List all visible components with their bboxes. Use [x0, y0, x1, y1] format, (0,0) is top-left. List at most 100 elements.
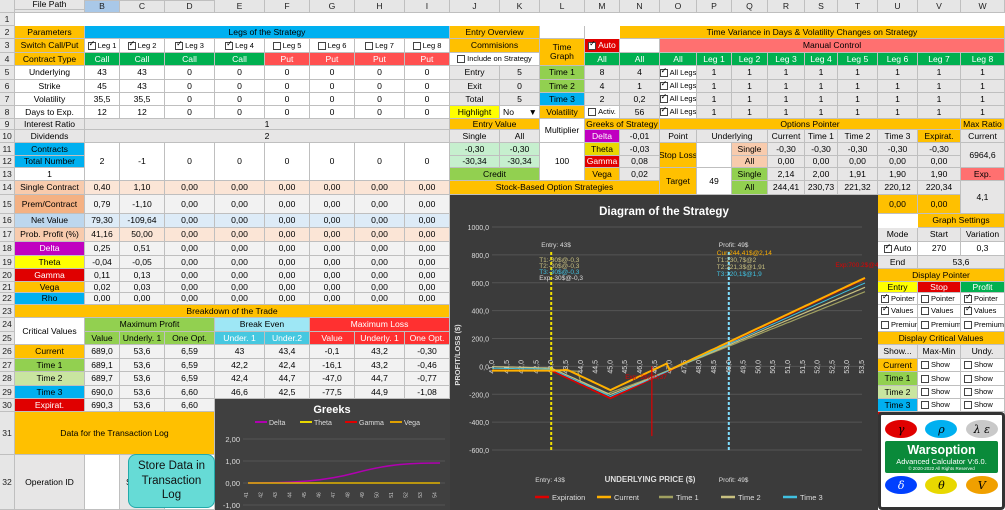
target-input[interactable]: 49 — [697, 168, 732, 195]
row-header[interactable]: 28 — [0, 372, 15, 386]
variance-value[interactable]: 1 — [838, 66, 878, 80]
checkbox[interactable] — [457, 55, 466, 63]
strike-input[interactable]: 0 — [265, 80, 310, 93]
volatility-input[interactable]: 0 — [310, 93, 355, 106]
volatility-activate[interactable]: Activ. — [585, 106, 620, 119]
contract-type[interactable]: Put — [310, 53, 355, 66]
variance-value[interactable]: 1 — [918, 66, 961, 80]
operation-id-input[interactable] — [85, 455, 120, 510]
checkbox[interactable] — [588, 40, 597, 50]
leg-toggle[interactable]: Leg 3 — [165, 39, 215, 53]
checkbox[interactable] — [964, 305, 972, 315]
all-legs-toggle[interactable]: All Legs — [660, 66, 697, 80]
variance-value[interactable]: 1 — [805, 106, 838, 119]
underlying-input[interactable]: 0 — [355, 66, 405, 80]
row-header[interactable]: 3 — [0, 39, 15, 53]
all-legs-toggle[interactable]: All Legs — [660, 106, 697, 119]
row-header[interactable]: 26 — [0, 345, 15, 359]
variance-value[interactable]: 1 — [878, 80, 918, 93]
underlying-input[interactable]: 43 — [85, 66, 120, 80]
variance-value[interactable]: 1 — [918, 93, 961, 106]
variance-value[interactable]: 1 — [768, 93, 805, 106]
contract-type[interactable]: Call — [120, 53, 165, 66]
chevron-down-icon[interactable]: ▼ — [528, 106, 537, 117]
dividends-value[interactable]: 2 — [85, 130, 450, 143]
critical-maxmin-toggle[interactable]: Show — [918, 386, 961, 399]
checkbox[interactable] — [921, 307, 929, 315]
variance-value[interactable]: 1 — [918, 80, 961, 93]
strike-input[interactable]: 43 — [120, 80, 165, 93]
days-input[interactable]: 12 — [85, 106, 120, 119]
underlying-input[interactable]: 43 — [120, 66, 165, 80]
row-header[interactable]: 18 — [0, 242, 15, 256]
display-pointer-toggle[interactable]: Values — [961, 305, 1005, 318]
variance-value[interactable]: 1 — [732, 93, 768, 106]
checkbox[interactable] — [175, 40, 184, 50]
time-value[interactable]: 1 — [620, 80, 660, 93]
row-header[interactable]: 2 — [0, 26, 15, 39]
interest-value[interactable]: 1 — [85, 119, 450, 130]
store-data-button[interactable]: Store Data in Transaction Log — [128, 454, 215, 508]
column-header[interactable]: V — [918, 0, 961, 13]
total-number[interactable]: 2 — [85, 143, 120, 181]
contract-type[interactable]: Call — [165, 53, 215, 66]
strike-input[interactable]: 0 — [405, 80, 450, 93]
volatility-input[interactable]: 0 — [165, 93, 215, 106]
checkbox[interactable] — [127, 40, 136, 50]
checkbox[interactable] — [588, 108, 597, 116]
row-header[interactable]: 6 — [0, 80, 15, 93]
contract-type[interactable]: Call — [215, 53, 265, 66]
critical-undy-toggle[interactable]: Show — [961, 359, 1005, 372]
row-header[interactable]: 24 — [0, 318, 15, 332]
variance-value[interactable]: 1 — [768, 80, 805, 93]
checkbox[interactable] — [921, 388, 929, 396]
variance-value[interactable]: 1 — [805, 80, 838, 93]
column-header[interactable]: P — [697, 0, 732, 13]
checkbox[interactable] — [921, 294, 929, 303]
days-input[interactable]: 0 — [165, 106, 215, 119]
row-header[interactable]: 32 — [0, 455, 15, 510]
leg-toggle[interactable]: Leg 8 — [405, 39, 450, 53]
row-header[interactable]: 13 — [0, 168, 15, 181]
column-header[interactable]: W — [961, 0, 1005, 13]
checkbox[interactable] — [412, 41, 421, 50]
variance-value[interactable]: 1 — [838, 93, 878, 106]
variance-value[interactable]: 1 — [878, 93, 918, 106]
days-input[interactable]: 0 — [215, 106, 265, 119]
underlying-input[interactable]: 0 — [215, 66, 265, 80]
variation-input[interactable]: 0,3 — [961, 242, 1005, 256]
multiplier-value[interactable]: 100 — [540, 143, 585, 181]
variance-value[interactable]: 1 — [732, 106, 768, 119]
column-header[interactable]: I — [405, 0, 450, 13]
commission-value[interactable]: 0 — [500, 80, 540, 93]
variance-value[interactable]: 1 — [805, 66, 838, 80]
row-header[interactable]: 8 — [0, 106, 15, 119]
checkbox[interactable] — [660, 80, 668, 90]
display-pointer-toggle[interactable]: Premium — [961, 318, 1005, 332]
variance-value[interactable]: 1 — [697, 66, 732, 80]
auto-toggle[interactable]: Auto — [585, 39, 620, 53]
row-header[interactable]: 20 — [0, 269, 15, 282]
checkbox[interactable] — [881, 305, 889, 315]
display-pointer-toggle[interactable]: Premium — [878, 318, 918, 332]
column-header[interactable]: M — [585, 0, 620, 13]
critical-maxmin-toggle[interactable]: Show — [918, 399, 961, 412]
variance-value[interactable]: 1 — [838, 80, 878, 93]
column-header[interactable]: S — [805, 0, 838, 13]
column-header[interactable]: U — [878, 0, 918, 13]
strike-input[interactable]: 0 — [310, 80, 355, 93]
column-header[interactable]: G — [310, 0, 355, 13]
select-all-corner[interactable] — [0, 0, 15, 13]
all-legs-toggle[interactable]: All Legs — [660, 80, 697, 93]
critical-maxmin-toggle[interactable]: Show — [918, 372, 961, 386]
leg-toggle[interactable]: Leg 1 — [85, 39, 120, 53]
checkbox[interactable] — [881, 293, 889, 303]
variance-value[interactable]: 1 — [732, 80, 768, 93]
strike-input[interactable]: 45 — [85, 80, 120, 93]
checkbox[interactable] — [660, 93, 668, 103]
row-header[interactable]: 31 — [0, 412, 15, 455]
row-header[interactable]: 23 — [0, 305, 15, 318]
days-input[interactable]: 0 — [405, 106, 450, 119]
row-header[interactable]: 27 — [0, 359, 15, 372]
variance-value[interactable]: 1 — [961, 80, 1005, 93]
